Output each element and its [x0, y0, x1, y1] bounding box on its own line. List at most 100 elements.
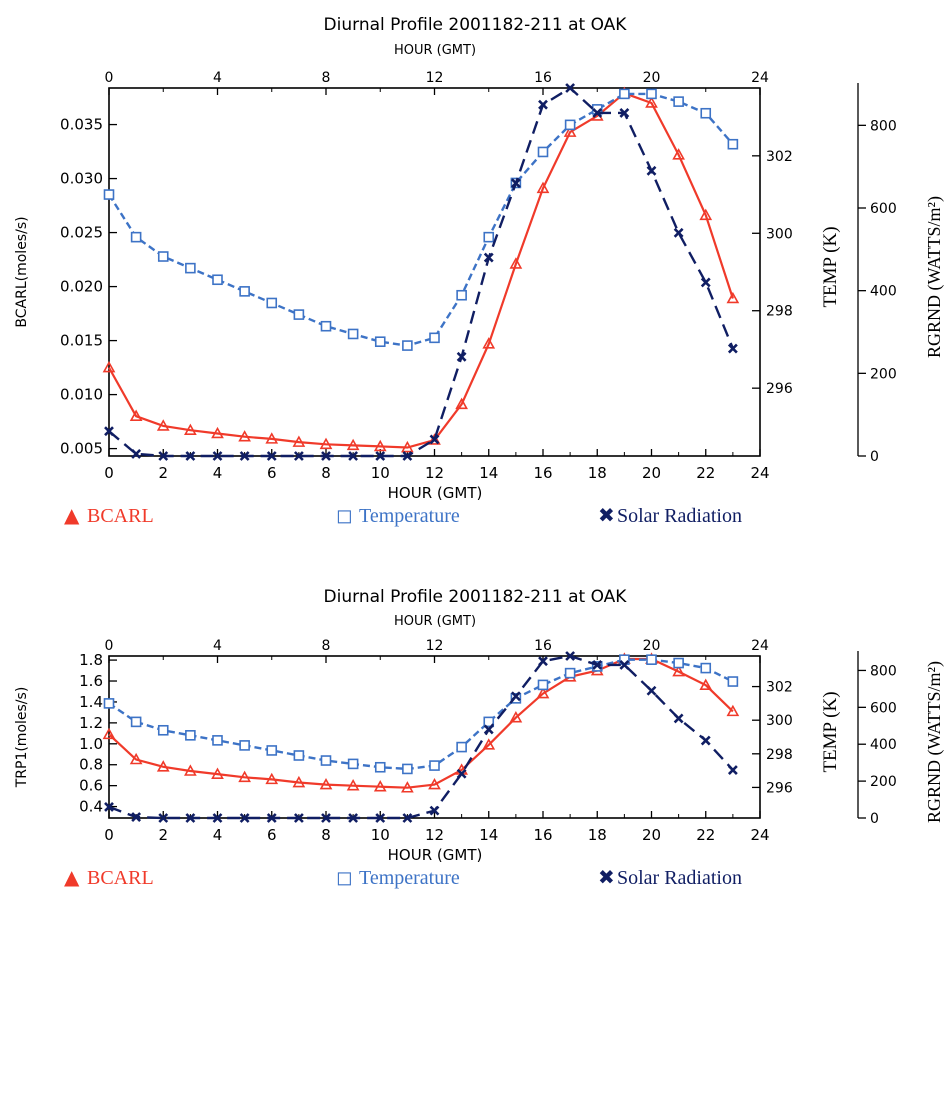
x-tick-label: 4 [213, 464, 223, 482]
point-temperature [212, 735, 223, 746]
x-tick-label: 14 [479, 464, 498, 482]
y3-axis-label: RGRND (WATTS/m²) [924, 196, 945, 358]
y-axis-label: TRP1(moles/s) [14, 687, 30, 789]
point-solar [646, 165, 657, 176]
point-temperature [347, 328, 359, 340]
point-temperature [510, 693, 522, 704]
point-solar [592, 108, 603, 118]
y-tick-label: 0.035 [60, 116, 103, 134]
point-solar [131, 812, 142, 822]
chart-title: Diurnal Profile 2001182-211 at OAK [324, 15, 628, 35]
point-temperature [130, 231, 142, 243]
point-temperature [646, 88, 657, 100]
point-solar [538, 656, 548, 667]
point-bcarl [482, 738, 496, 750]
point-solar [538, 99, 548, 110]
point-temperature [429, 332, 440, 344]
point-temperature [700, 107, 712, 119]
point-bcarl [401, 781, 414, 793]
point-solar [673, 227, 684, 238]
point-solar [158, 451, 169, 461]
y2-tick-label: 302 [766, 149, 793, 165]
point-solar [266, 451, 277, 461]
x-tick-label: 10 [371, 826, 390, 844]
top-x-tick-label: 16 [534, 70, 552, 86]
point-temperature [483, 231, 495, 243]
plot-frame [108, 87, 761, 457]
point-solar [266, 813, 277, 823]
top-x-tick-label: 16 [534, 638, 552, 654]
legend-symbol-solar: ✖ [598, 503, 615, 527]
top-x-axis-label: HOUR (GMT) [394, 614, 476, 629]
point-solar [348, 813, 359, 823]
point-temperature [374, 336, 386, 348]
point-bcarl [346, 438, 360, 451]
point-temperature [239, 740, 250, 751]
legend-symbol-bcarl: ▲ [64, 865, 80, 889]
y-tick-label: 0.025 [60, 224, 103, 242]
point-solar [429, 805, 440, 816]
point-solar [700, 735, 711, 746]
point-bcarl [211, 767, 224, 779]
point-solar [239, 451, 250, 461]
point-bcarl [699, 208, 713, 221]
y-tick-label: 0.8 [79, 756, 103, 774]
point-solar [293, 813, 304, 823]
point-bcarl [699, 678, 713, 691]
x-tick-label: 16 [533, 826, 552, 844]
point-solar [212, 451, 223, 461]
point-solar [293, 451, 304, 461]
point-temperature [266, 297, 278, 309]
top-x-tick-label: 8 [322, 70, 331, 86]
series-line-temperature [108, 658, 734, 771]
top-x-tick-label: 4 [213, 638, 222, 654]
point-bcarl [373, 780, 387, 792]
point-bcarl [401, 440, 414, 453]
point-temperature [727, 676, 739, 687]
point-bcarl [428, 777, 441, 790]
y-tick-label: 0.005 [60, 440, 103, 458]
x-tick-label: 24 [750, 826, 769, 844]
x-tick-label: 0 [104, 464, 114, 482]
x-tick-label: 20 [642, 826, 661, 844]
x-tick-label: 20 [642, 464, 661, 482]
top-x-tick-label: 12 [426, 638, 444, 654]
y3-tick-label: 0 [870, 449, 879, 465]
y-tick-label: 1.4 [79, 693, 103, 711]
point-temperature [456, 741, 467, 753]
point-temperature [293, 750, 305, 761]
point-solar [212, 813, 223, 823]
top-x-tick-label: 12 [426, 70, 444, 86]
point-bcarl [292, 435, 306, 447]
x-tick-label: 10 [371, 464, 390, 482]
plot-frame [108, 655, 761, 819]
point-temperature [103, 698, 115, 709]
legend-symbol-solar: ✖ [598, 865, 615, 889]
y-tick-label: 0.030 [60, 170, 103, 188]
y2-tick-label: 300 [766, 713, 793, 729]
x-tick-label: 14 [479, 826, 498, 844]
point-solar [185, 813, 196, 823]
y2-tick-label: 296 [766, 780, 793, 796]
legend-symbol-temperature: ◻ [336, 865, 353, 889]
point-temperature [239, 286, 250, 297]
point-temperature [293, 309, 305, 320]
y2-tick-label: 298 [766, 747, 793, 763]
y2-axis-label: TEMP (K) [820, 691, 841, 772]
point-solar [402, 451, 413, 461]
y3-axis-label: RGRND (WATTS/m²) [924, 661, 945, 823]
point-bcarl [482, 337, 496, 349]
chart-panel-top: Diurnal Profile 2001182-211 at OAK HOUR (… [14, 15, 945, 527]
point-temperature [103, 189, 115, 200]
point-solar [348, 451, 359, 461]
point-temperature [347, 758, 359, 770]
x-tick-label: 18 [588, 464, 607, 482]
point-bcarl [184, 764, 197, 776]
point-solar [510, 691, 521, 702]
x-tick-label: 8 [321, 464, 331, 482]
y-tick-label: 1.6 [79, 672, 103, 690]
legend-label-temperature: Temperature [359, 867, 460, 889]
y-tick-label: 1.0 [79, 735, 103, 753]
point-bcarl [102, 727, 116, 740]
top-x-tick-label: 4 [213, 70, 222, 86]
